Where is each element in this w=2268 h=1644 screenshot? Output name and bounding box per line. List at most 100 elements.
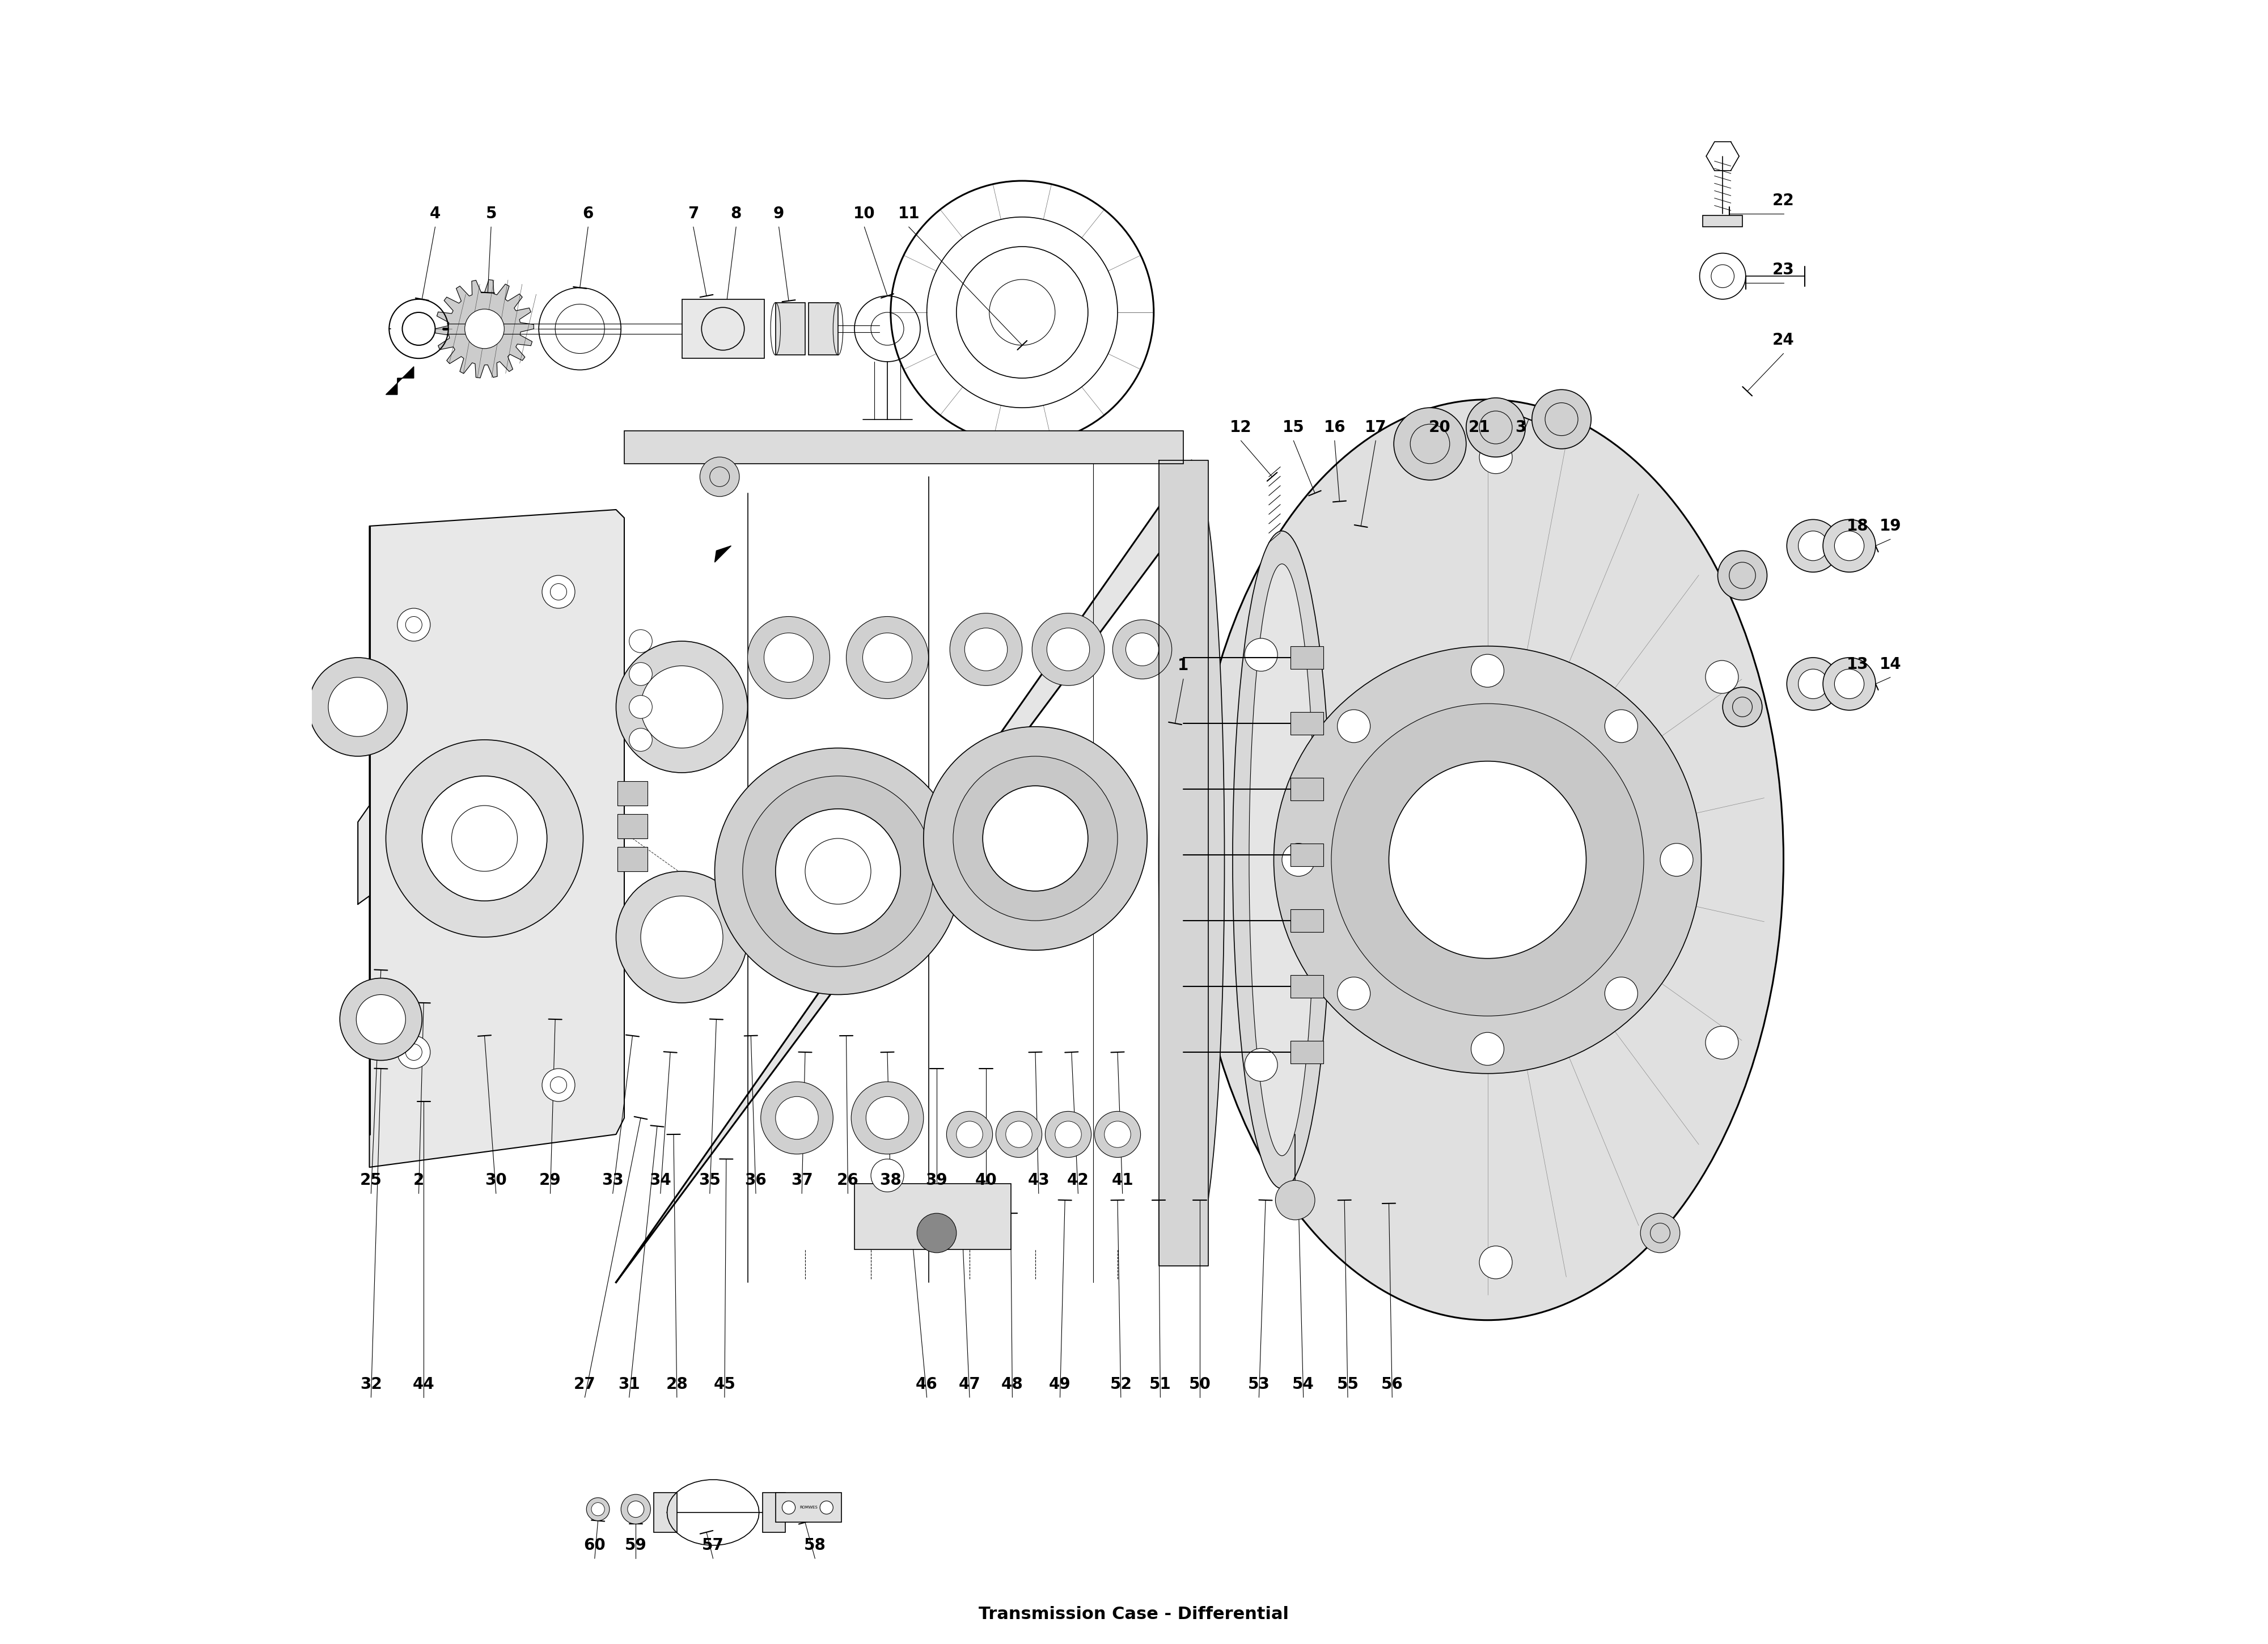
- Text: 24: 24: [1774, 332, 1794, 349]
- Circle shape: [1479, 1246, 1513, 1279]
- Circle shape: [982, 786, 1089, 891]
- Circle shape: [628, 695, 653, 718]
- Circle shape: [1823, 520, 1876, 572]
- Circle shape: [1032, 613, 1105, 686]
- Text: 15: 15: [1281, 419, 1304, 436]
- Circle shape: [628, 630, 653, 653]
- Circle shape: [1055, 1121, 1082, 1148]
- Circle shape: [1331, 704, 1644, 1016]
- Text: 29: 29: [540, 1172, 560, 1189]
- Text: ROMWES: ROMWES: [798, 1506, 816, 1509]
- Circle shape: [617, 641, 748, 773]
- Circle shape: [701, 457, 739, 496]
- Text: 26: 26: [837, 1172, 860, 1189]
- Circle shape: [953, 756, 1118, 921]
- Text: 52: 52: [1109, 1376, 1132, 1392]
- Text: 20: 20: [1429, 419, 1452, 436]
- Circle shape: [1388, 761, 1585, 958]
- Circle shape: [592, 1503, 606, 1516]
- Text: 25: 25: [361, 1172, 381, 1189]
- Bar: [1290, 712, 1322, 735]
- Circle shape: [642, 896, 723, 978]
- Text: 11: 11: [898, 205, 919, 222]
- Circle shape: [1005, 1121, 1032, 1148]
- Circle shape: [628, 663, 653, 686]
- Circle shape: [1640, 1213, 1681, 1253]
- Circle shape: [1472, 1032, 1504, 1065]
- Bar: [1290, 843, 1322, 866]
- Circle shape: [628, 1501, 644, 1517]
- Text: 41: 41: [1111, 1172, 1134, 1189]
- Text: 51: 51: [1150, 1376, 1170, 1392]
- Circle shape: [916, 1213, 957, 1253]
- Circle shape: [742, 776, 934, 967]
- Circle shape: [923, 727, 1148, 950]
- Text: 13: 13: [1846, 656, 1869, 672]
- Circle shape: [617, 871, 748, 1003]
- Circle shape: [866, 1097, 909, 1139]
- Bar: [617, 847, 646, 871]
- Circle shape: [542, 1069, 576, 1101]
- Text: 3: 3: [1515, 419, 1526, 436]
- Circle shape: [946, 1111, 993, 1157]
- Circle shape: [821, 1501, 832, 1514]
- Circle shape: [1046, 1111, 1091, 1157]
- Circle shape: [422, 776, 547, 901]
- Text: 5: 5: [485, 205, 497, 222]
- Circle shape: [1245, 1049, 1277, 1082]
- Circle shape: [1338, 710, 1370, 743]
- Circle shape: [996, 1111, 1041, 1157]
- Text: 40: 40: [975, 1172, 998, 1189]
- Circle shape: [329, 677, 388, 737]
- Circle shape: [628, 728, 653, 751]
- Circle shape: [1660, 843, 1692, 876]
- Circle shape: [964, 628, 1007, 671]
- Circle shape: [1799, 531, 1828, 561]
- Circle shape: [1531, 390, 1592, 449]
- Bar: [617, 814, 646, 838]
- Text: 42: 42: [1068, 1172, 1089, 1189]
- Circle shape: [950, 613, 1023, 686]
- Text: 46: 46: [916, 1376, 937, 1392]
- Text: 58: 58: [803, 1537, 826, 1554]
- Text: 18: 18: [1846, 518, 1869, 534]
- Bar: [1703, 215, 1742, 227]
- Bar: [776, 1493, 841, 1522]
- Circle shape: [1835, 669, 1864, 699]
- Polygon shape: [714, 546, 730, 562]
- Text: 45: 45: [714, 1376, 735, 1392]
- Bar: [1290, 778, 1322, 801]
- Circle shape: [748, 616, 830, 699]
- Circle shape: [776, 1097, 819, 1139]
- Circle shape: [1823, 658, 1876, 710]
- Text: 28: 28: [667, 1376, 687, 1392]
- Circle shape: [386, 740, 583, 937]
- Circle shape: [850, 1082, 923, 1154]
- Bar: [1290, 1041, 1322, 1064]
- Circle shape: [308, 658, 408, 756]
- Circle shape: [782, 1501, 796, 1514]
- Text: 2: 2: [413, 1172, 424, 1189]
- Text: 60: 60: [583, 1537, 606, 1554]
- Text: 31: 31: [619, 1376, 640, 1392]
- Circle shape: [587, 1498, 610, 1521]
- Text: 22: 22: [1774, 192, 1794, 209]
- Circle shape: [1706, 1026, 1737, 1059]
- Ellipse shape: [1250, 564, 1315, 1156]
- Circle shape: [1048, 628, 1089, 671]
- Text: 39: 39: [925, 1172, 948, 1189]
- Text: 37: 37: [792, 1172, 812, 1189]
- Bar: [617, 781, 646, 806]
- Text: 10: 10: [853, 205, 875, 222]
- Text: 21: 21: [1467, 419, 1490, 436]
- Text: 49: 49: [1050, 1376, 1070, 1392]
- Bar: [776, 302, 805, 355]
- Text: 30: 30: [485, 1172, 508, 1189]
- Text: 16: 16: [1325, 419, 1345, 436]
- Text: 32: 32: [361, 1376, 381, 1392]
- Circle shape: [1275, 646, 1701, 1074]
- Circle shape: [871, 1159, 903, 1192]
- Circle shape: [340, 978, 422, 1060]
- Circle shape: [760, 1082, 832, 1154]
- Circle shape: [1724, 687, 1762, 727]
